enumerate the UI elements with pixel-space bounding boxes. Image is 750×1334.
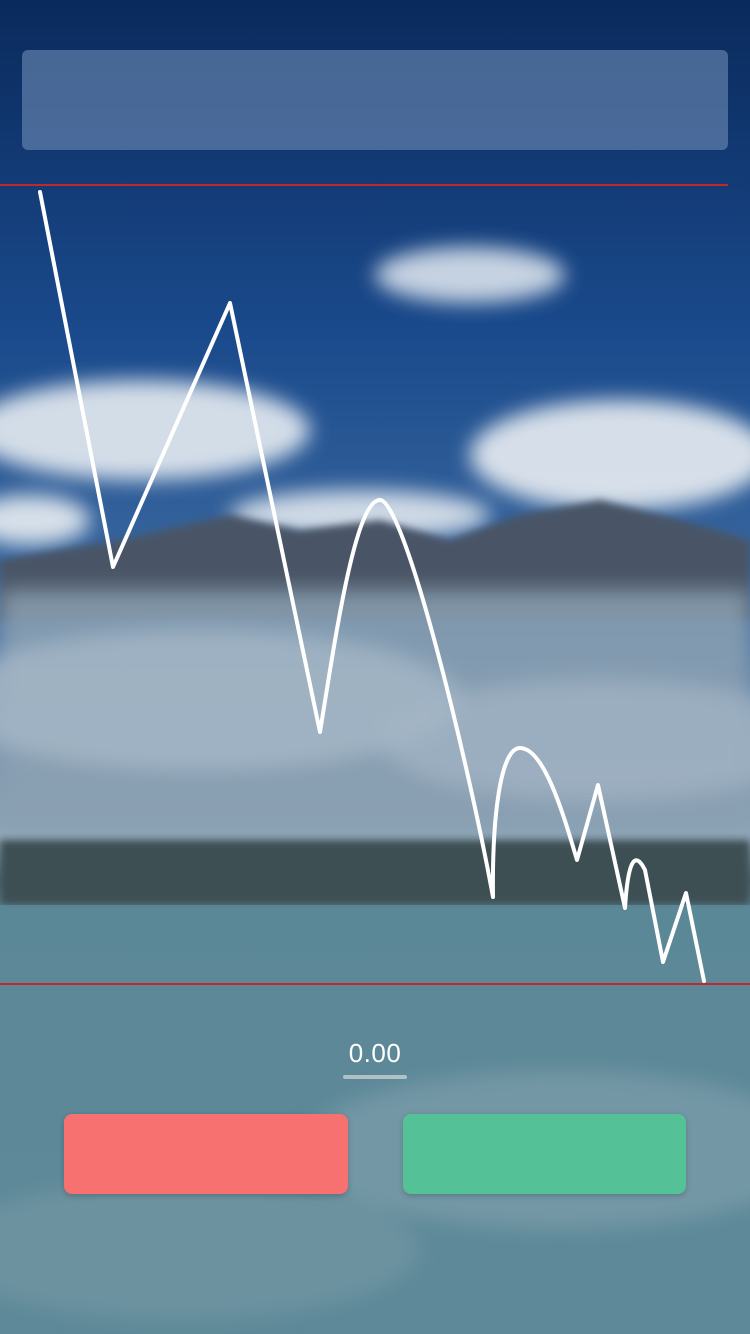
header-panel [22,50,728,150]
buy-button[interactable] [403,1114,686,1194]
value-underline [343,1075,407,1079]
sell-button[interactable] [64,1114,348,1194]
price-line [38,190,706,983]
upper-guide-line [0,184,728,186]
value-readout: 0.00 [348,1038,402,1068]
lower-guide-line [0,983,750,985]
